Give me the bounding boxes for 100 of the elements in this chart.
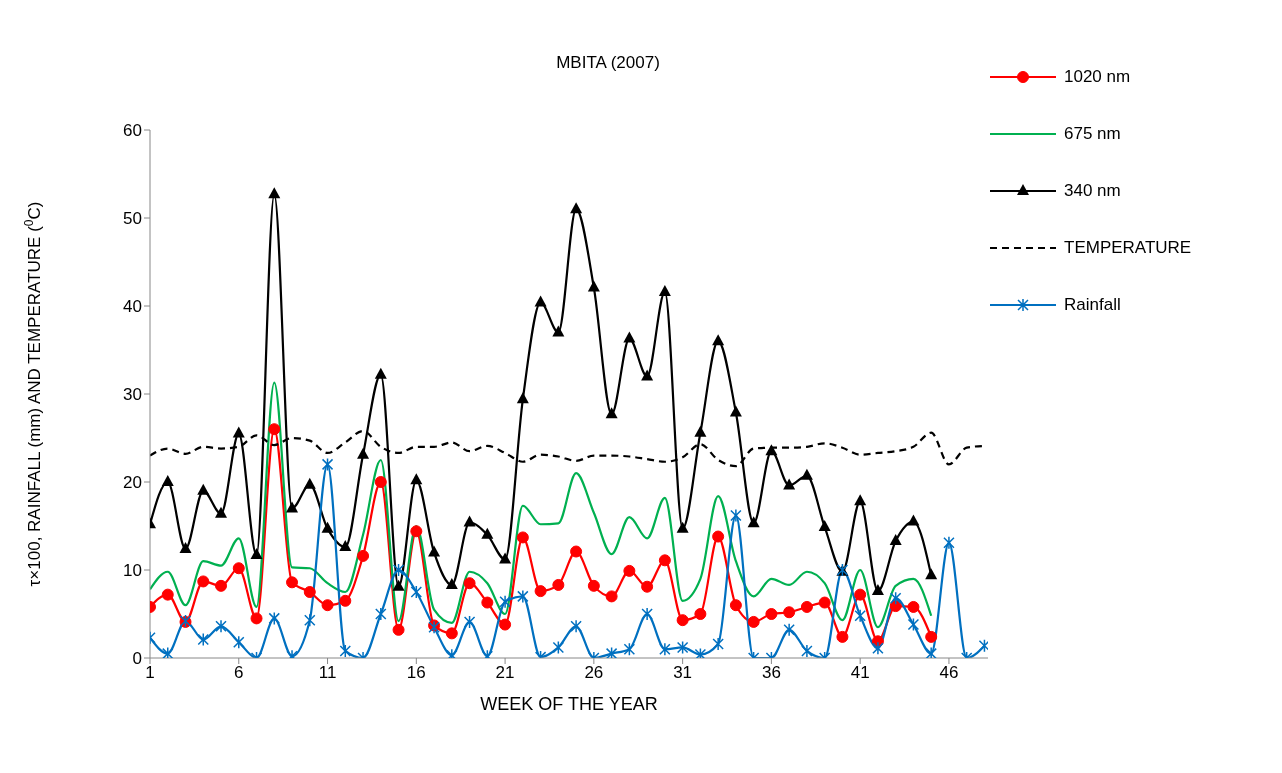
- point: [925, 630, 938, 643]
- point: [499, 618, 512, 631]
- x-tick-label: 31: [673, 663, 693, 683]
- point: [623, 564, 636, 577]
- point: [215, 506, 228, 518]
- chart-title: MBITA (2007): [555, 53, 661, 73]
- x-tick-label: 21: [495, 663, 515, 683]
- point: [765, 444, 778, 456]
- point: [321, 521, 334, 533]
- point: [925, 646, 937, 658]
- point: [250, 548, 263, 560]
- point: [712, 334, 725, 346]
- point: [215, 579, 228, 592]
- point: [232, 426, 245, 438]
- point: [587, 579, 600, 592]
- x-tick-label: 46: [939, 663, 959, 683]
- point: [428, 545, 441, 557]
- point: [658, 284, 671, 296]
- point: [605, 646, 618, 658]
- point: [516, 531, 529, 544]
- point: [268, 423, 281, 436]
- point: [641, 607, 653, 621]
- point: [605, 407, 618, 419]
- point: [516, 392, 529, 404]
- point: [357, 549, 370, 562]
- point: [889, 591, 902, 605]
- point: [871, 584, 884, 596]
- x-tick-label: 6: [234, 663, 244, 683]
- legend-label: TEMPERATURE: [1064, 237, 1192, 258]
- point: [339, 540, 352, 552]
- point: [410, 525, 423, 538]
- point: [499, 594, 511, 609]
- point: [605, 590, 618, 603]
- point: [676, 521, 689, 533]
- point: [943, 535, 955, 550]
- point: [623, 642, 636, 656]
- point: [659, 642, 671, 656]
- point: [534, 585, 547, 598]
- point: [925, 568, 938, 580]
- point: [392, 623, 405, 636]
- point: [854, 609, 866, 623]
- point: [357, 447, 370, 459]
- point: [694, 608, 707, 620]
- point: [268, 611, 281, 626]
- point: [570, 545, 583, 558]
- legend-label: Rainfall: [1064, 294, 1121, 315]
- legend-label: 675 nm: [1064, 123, 1121, 144]
- point: [552, 578, 565, 591]
- point: [481, 596, 494, 609]
- point: [321, 457, 334, 472]
- point: [552, 325, 565, 337]
- point: [818, 519, 831, 531]
- point: [800, 468, 813, 480]
- point: [375, 607, 387, 621]
- y-tick-label: 20: [123, 473, 142, 493]
- point: [907, 600, 920, 613]
- point: [374, 476, 387, 488]
- point: [623, 331, 636, 343]
- point: [836, 630, 849, 643]
- point: [854, 588, 867, 601]
- y-tick-label: 30: [123, 385, 142, 405]
- point: [250, 612, 263, 625]
- point: [552, 640, 565, 655]
- point: [304, 613, 316, 627]
- point: [676, 614, 689, 627]
- point: [392, 579, 405, 591]
- point: [658, 554, 671, 567]
- point: [268, 187, 281, 199]
- point: [339, 644, 352, 658]
- y-tick-label: 0: [132, 649, 142, 669]
- point: [286, 501, 299, 513]
- point: [570, 619, 582, 634]
- point: [339, 594, 352, 607]
- x-tick-label: 41: [850, 663, 870, 683]
- point: [872, 641, 884, 656]
- point: [801, 644, 813, 658]
- point: [765, 608, 778, 620]
- point: [179, 541, 192, 553]
- point: [641, 580, 654, 593]
- point: [729, 405, 742, 417]
- point: [374, 367, 387, 379]
- point: [321, 599, 334, 612]
- point: [445, 627, 458, 640]
- x-tick-label: 16: [406, 663, 426, 683]
- point: [392, 563, 405, 577]
- point: [303, 586, 316, 598]
- point: [197, 632, 210, 647]
- x-tick-label: 1: [145, 663, 155, 683]
- y-tick-label: 10: [123, 561, 142, 581]
- point: [854, 494, 867, 506]
- point: [907, 514, 920, 526]
- point: [463, 515, 476, 527]
- point: [534, 295, 547, 307]
- x-axis-title: WEEK OF THE YEAR: [480, 694, 658, 714]
- point: [303, 477, 316, 489]
- point: [161, 588, 174, 601]
- point: [729, 599, 742, 612]
- point: [694, 425, 707, 437]
- point: [694, 647, 707, 658]
- y-tick-label: 40: [123, 297, 142, 317]
